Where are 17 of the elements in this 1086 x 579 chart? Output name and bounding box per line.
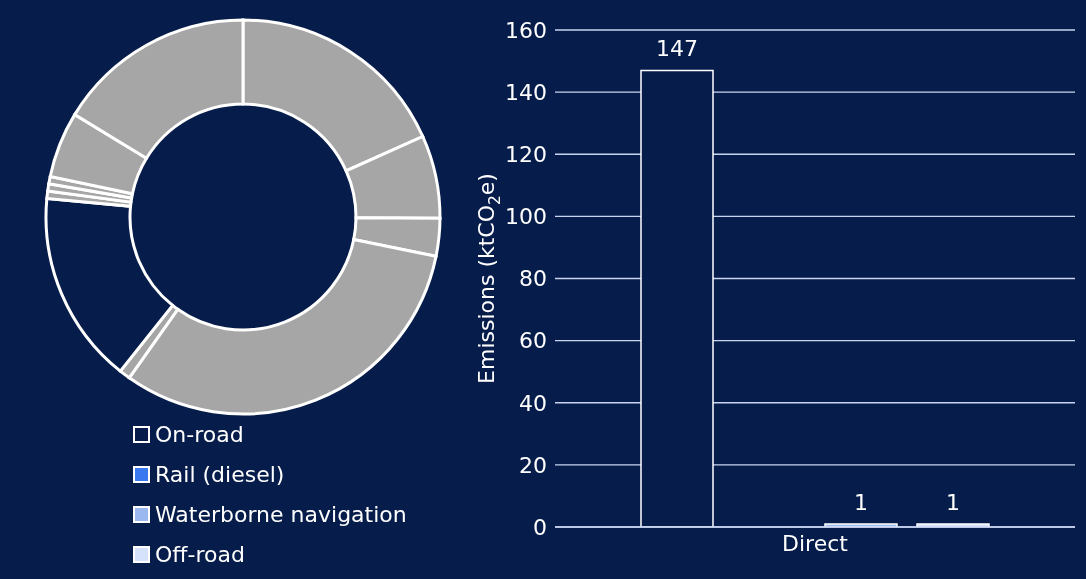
data-label: 147 bbox=[656, 36, 698, 62]
data-label: 1 bbox=[946, 489, 960, 515]
data-label: 1 bbox=[854, 489, 868, 515]
y-tick-label: 140 bbox=[505, 79, 547, 105]
legend-label: Off-road bbox=[155, 541, 245, 567]
y-tick-label: 100 bbox=[505, 204, 547, 230]
y-tick-label: 40 bbox=[519, 390, 547, 416]
legend-label: Waterborne navigation bbox=[155, 501, 407, 527]
y-tick-label: 120 bbox=[505, 142, 547, 168]
y-tick-label: 160 bbox=[505, 17, 547, 43]
x-tick-label: Direct bbox=[782, 530, 849, 556]
y-tick-label: 80 bbox=[519, 266, 547, 292]
y-tick-label: 0 bbox=[533, 514, 547, 540]
y-tick-label: 60 bbox=[519, 328, 547, 354]
legend-label: On-road bbox=[155, 421, 244, 447]
y-tick-label: 20 bbox=[519, 452, 547, 478]
legend-label: Rail (diesel) bbox=[155, 461, 285, 487]
